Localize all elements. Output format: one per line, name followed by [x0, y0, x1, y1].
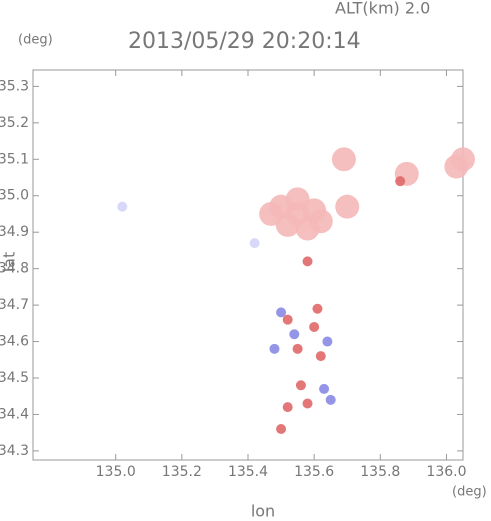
echo	[319, 383, 330, 394]
echo	[276, 307, 287, 318]
echo	[249, 238, 260, 249]
y-tick-label: 34.9	[0, 224, 29, 240]
x-tick-label: 136.0	[426, 464, 466, 480]
x-tick-label: 135.2	[162, 464, 202, 480]
y-tick-label: 35.2	[0, 115, 29, 131]
x-label: lon	[251, 502, 275, 521]
y-tick-label: 35.0	[0, 188, 29, 204]
echo	[331, 147, 356, 172]
echo	[302, 398, 313, 409]
echo	[302, 256, 313, 267]
echo	[335, 194, 360, 219]
x-tick-label: 135.6	[294, 464, 334, 480]
y-label: lat	[0, 252, 19, 273]
y-tick-label: 34.5	[0, 370, 29, 386]
echo	[259, 201, 284, 226]
echo	[325, 394, 336, 405]
x-tick-label: 135.4	[228, 464, 268, 480]
subtitle: ALT(km) 2.0	[335, 0, 430, 18]
echo	[312, 303, 323, 314]
y-tick-label: 34.8	[0, 261, 29, 277]
y-unit: (deg)	[18, 33, 53, 48]
echo	[269, 343, 280, 354]
x-unit: (deg)	[452, 485, 487, 500]
echo	[117, 201, 128, 212]
echo	[282, 402, 293, 413]
y-tick-label: 35.1	[0, 151, 29, 167]
echo	[395, 176, 406, 187]
echo	[282, 314, 293, 325]
echo	[292, 343, 303, 354]
echo	[289, 329, 300, 340]
chart-title: 2013/05/29 20:20:14	[128, 29, 361, 54]
x-tick-label: 135.0	[96, 464, 136, 480]
echo	[444, 154, 469, 179]
echo	[285, 201, 310, 226]
y-tick-label: 34.7	[0, 297, 29, 313]
y-tick-label: 34.4	[0, 406, 29, 422]
y-tick-label: 35.3	[0, 78, 29, 94]
echo	[309, 321, 320, 332]
echo	[295, 380, 306, 391]
y-tick-label: 34.6	[0, 334, 29, 350]
echo	[308, 209, 333, 234]
y-tick-label: 34.3	[0, 443, 29, 459]
echo	[322, 336, 333, 347]
x-tick-label: 135.8	[360, 464, 400, 480]
echo	[315, 351, 326, 362]
echo	[276, 424, 287, 435]
plot-frame	[32, 69, 464, 461]
